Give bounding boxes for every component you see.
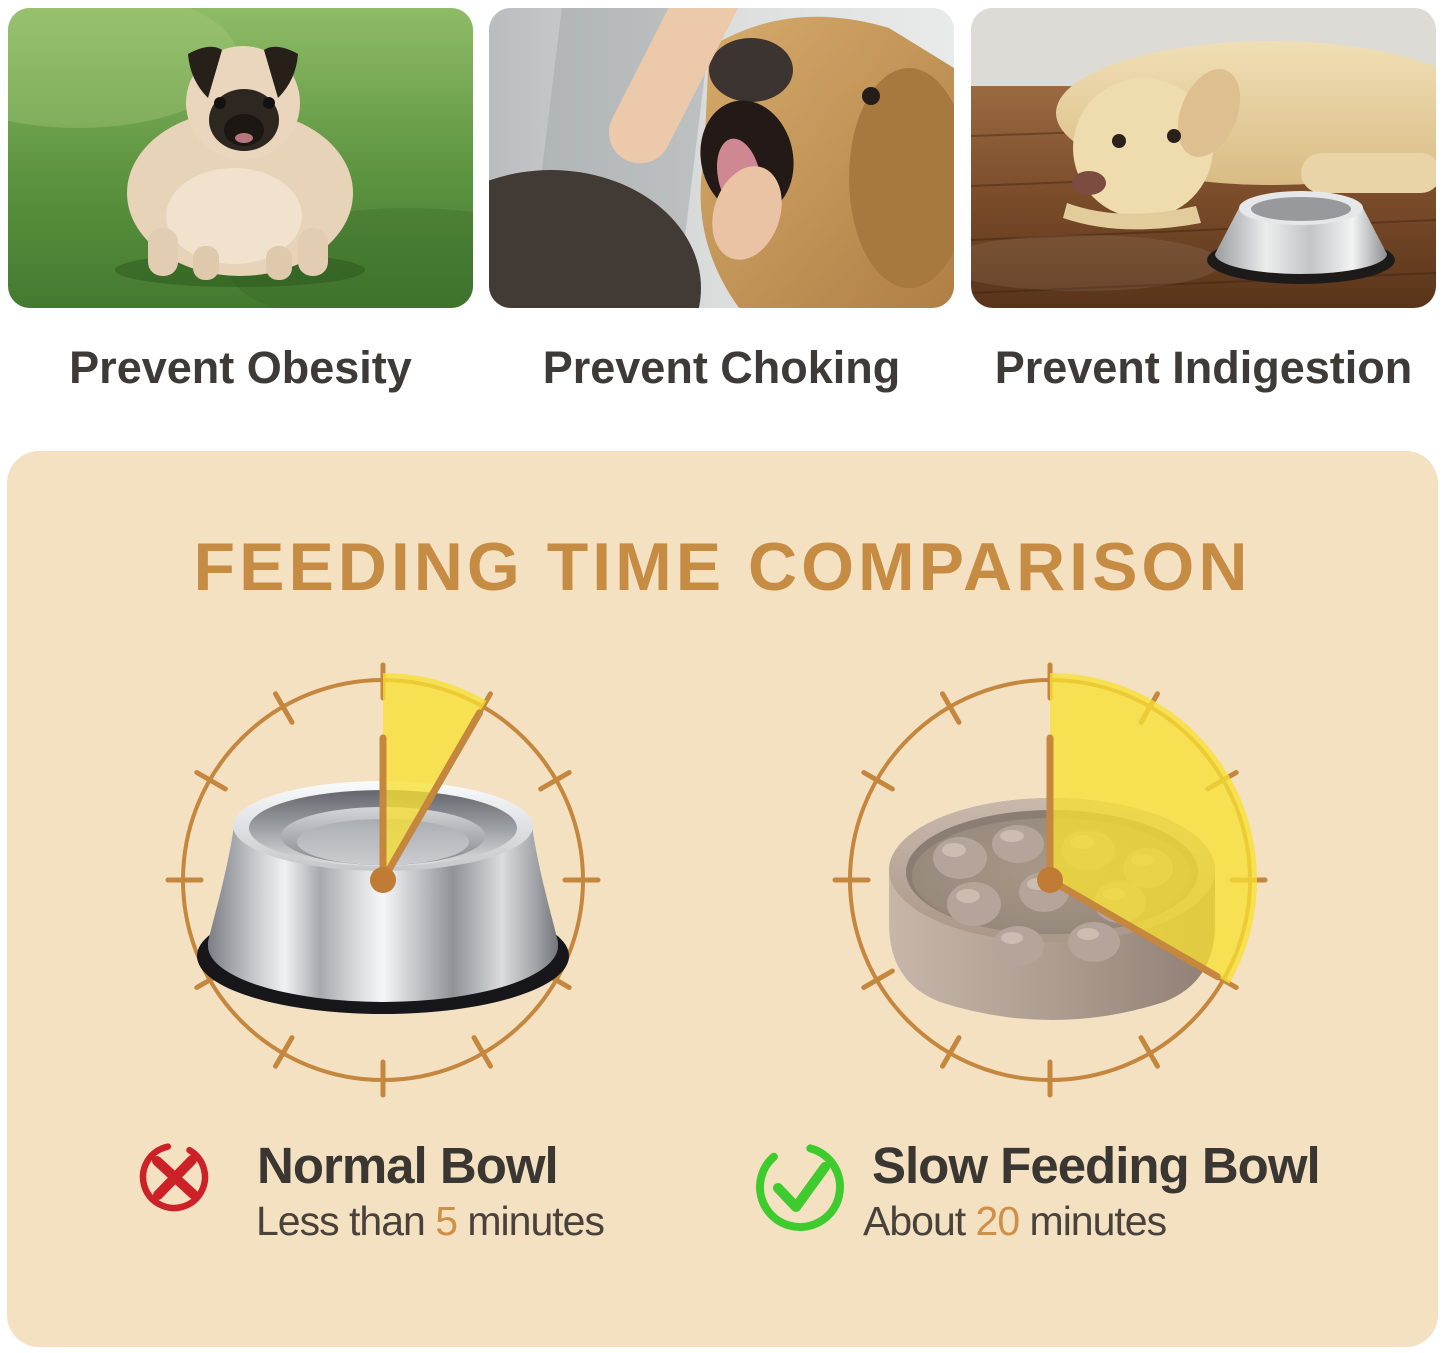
- comparison-title: FEEDING TIME COMPARISON: [193, 529, 1252, 605]
- duration-prefix: About: [863, 1198, 976, 1244]
- photo-prevent-choking: [489, 8, 954, 308]
- fat-pug-on-grass-photo: [8, 8, 473, 308]
- caption-prevent-indigestion: Prevent Indigestion: [994, 342, 1413, 393]
- labrador-illustration: [1056, 41, 1436, 230]
- slow-feeding-bowl-duration: About 20 minutes: [863, 1198, 1168, 1245]
- photo-prevent-indigestion: [971, 8, 1436, 308]
- clock-center-dot: [370, 867, 396, 893]
- duration-prefix: Less than: [256, 1198, 436, 1244]
- x-icon: [139, 1142, 209, 1212]
- dog-lying-by-bowl-photo: [971, 8, 1436, 308]
- caption-prevent-choking: Prevent Choking: [542, 342, 901, 393]
- steel-bowl-small-illustration: [1207, 191, 1395, 284]
- duration-value: 5: [435, 1198, 458, 1244]
- slow-feeding-bowl-label: Slow Feeding Bowl: [872, 1137, 1321, 1194]
- duration-suffix: minutes: [1019, 1198, 1168, 1244]
- pug-illustration: [115, 46, 365, 287]
- duration-value: 20: [975, 1198, 1021, 1244]
- photo-prevent-obesity: [8, 8, 473, 308]
- check-icon: [756, 1143, 844, 1231]
- golden-retriever-illustration: [700, 16, 954, 308]
- clock-slow-feeder-bowl: [832, 662, 1268, 1098]
- owner-head-illustration: [489, 170, 701, 308]
- clock-center-dot: [1037, 867, 1063, 893]
- caption-prevent-obesity: Prevent Obesity: [69, 342, 412, 393]
- normal-bowl-label: Normal Bowl: [257, 1137, 559, 1194]
- clock-normal-bowl: [165, 662, 601, 1098]
- normal-bowl-duration: Less than 5 minutes: [256, 1198, 605, 1245]
- checking-dog-mouth-photo: [489, 8, 954, 308]
- elapsed-hand: [379, 709, 483, 884]
- owner-hands-illustration: [608, 8, 782, 260]
- elapsed-hand: [1046, 876, 1221, 980]
- duration-suffix: minutes: [457, 1198, 605, 1244]
